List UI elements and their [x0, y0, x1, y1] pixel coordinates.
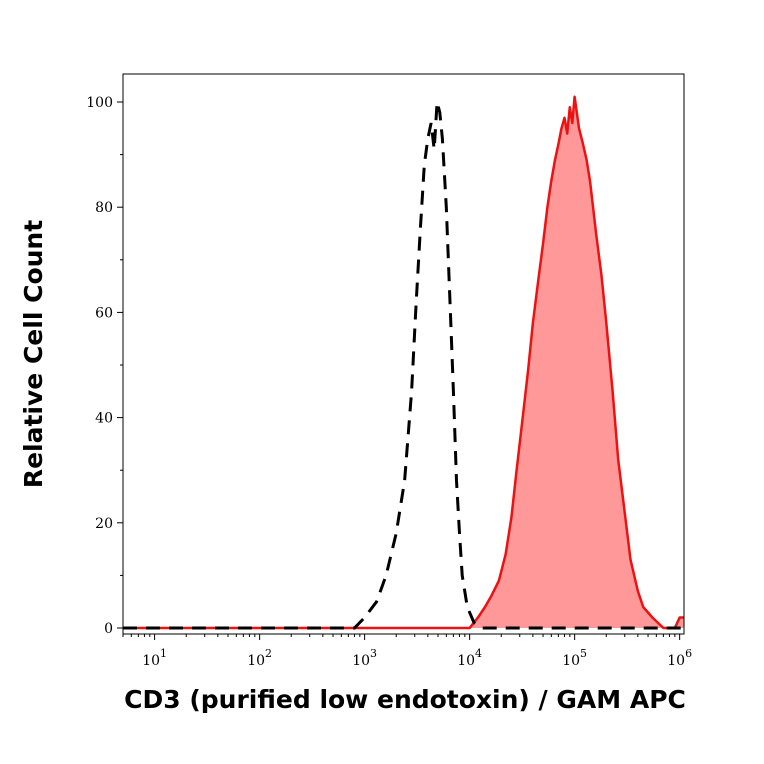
y-tick-label: 40	[95, 411, 113, 427]
y-axis: 0 20 40 60 80 100	[86, 95, 123, 637]
series-fill-red	[123, 96, 684, 628]
y-tick-label: 100	[86, 95, 113, 111]
x-tick-label: 101	[142, 647, 167, 669]
y-tick-label: 80	[95, 200, 113, 216]
plot-area	[123, 95, 684, 630]
y-tick-label: 60	[95, 305, 113, 321]
y-tick-label: 0	[104, 621, 113, 637]
x-tick-label: 102	[247, 647, 272, 669]
x-tick-label: 105	[562, 647, 587, 669]
series-line-red	[123, 95, 684, 630]
series-line-dashed	[123, 101, 684, 630]
y-axis-title: Relative Cell Count	[19, 220, 48, 488]
x-axis-title: CD3 (purified low endotoxin) / GAM APC	[124, 685, 686, 714]
x-tick-label: 106	[667, 647, 692, 669]
x-tick-label: 104	[457, 647, 482, 669]
plot-frame	[122, 73, 685, 635]
x-axis: 101 102 103 104 105 106	[122, 634, 692, 669]
x-tick-label: 103	[352, 647, 377, 669]
y-tick-label: 20	[95, 516, 113, 532]
